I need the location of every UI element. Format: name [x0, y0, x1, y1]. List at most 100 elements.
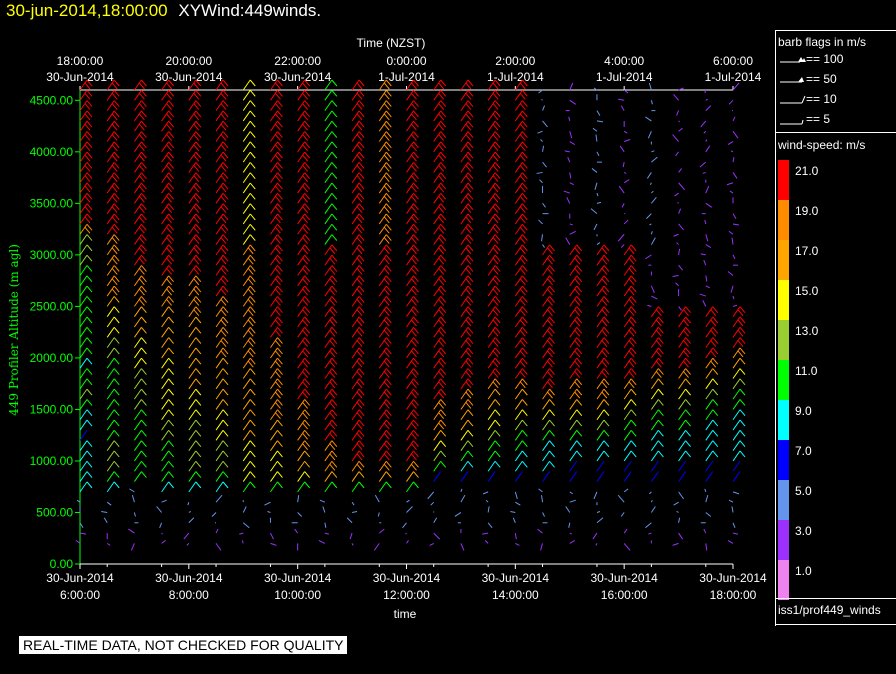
barb-shaft	[514, 110, 523, 122]
wind-barb	[433, 409, 447, 421]
barb-shaft	[406, 430, 414, 441]
barb-shaft	[514, 172, 523, 184]
barb-shaft	[79, 234, 88, 245]
barb-feather	[168, 89, 175, 97]
wind-barb	[731, 506, 734, 513]
wind-barb	[297, 110, 311, 122]
barb-shaft	[596, 192, 599, 197]
barb-feather	[195, 151, 202, 159]
barb-feather	[465, 185, 472, 193]
barb-shaft	[378, 419, 387, 431]
barb-feather	[521, 337, 528, 344]
wind-barb	[106, 542, 111, 546]
barb-feather	[358, 481, 365, 489]
barb-feather	[356, 216, 363, 224]
barb-shaft	[297, 316, 306, 328]
barb-shaft	[596, 357, 605, 369]
barb-feather	[304, 326, 311, 334]
barb-feather	[277, 326, 283, 334]
wind-barb	[188, 378, 202, 390]
legend-divider	[775, 30, 896, 31]
wind-barb	[596, 357, 610, 369]
barb-shaft	[673, 501, 679, 506]
wind-barb	[270, 409, 283, 421]
barb-feather	[712, 316, 719, 324]
barb-shaft	[134, 275, 142, 287]
barb-feather	[413, 347, 419, 355]
barb-feather	[277, 399, 283, 406]
barb-feather	[465, 340, 472, 347]
wind-barb	[351, 254, 365, 266]
barb-feather	[84, 154, 91, 162]
barb-feather	[195, 440, 202, 447]
barb-shaft	[460, 327, 469, 338]
barb-shaft	[79, 162, 88, 173]
barb-feather	[657, 419, 664, 427]
wind-barb	[650, 430, 664, 441]
barb-shaft	[460, 440, 469, 451]
wind-barb	[514, 306, 528, 317]
barb-feather	[111, 206, 118, 213]
barb-feather	[220, 92, 227, 100]
barb-shaft	[705, 98, 709, 101]
barb-shaft	[487, 506, 490, 513]
wind-barb	[106, 296, 120, 307]
barb-feather	[657, 440, 664, 447]
barb-feather	[411, 443, 417, 450]
wind-barb	[596, 471, 605, 482]
wind-barb	[351, 430, 365, 441]
barb-shaft	[542, 316, 550, 328]
barb-feather	[166, 134, 173, 141]
barb-shaft	[704, 488, 707, 493]
wind-barb	[161, 182, 175, 194]
wind-barb	[270, 223, 283, 235]
barb-feather	[413, 378, 419, 386]
wind-barb	[700, 253, 706, 256]
wind-barb	[678, 306, 682, 311]
wind-barb	[351, 450, 365, 462]
barb-shaft	[433, 450, 442, 462]
barb-feather	[331, 471, 338, 478]
wind-barb	[270, 213, 283, 225]
barb-shaft	[406, 388, 414, 400]
barb-shaft	[378, 193, 387, 204]
wind-barb	[569, 368, 583, 379]
wind-barb	[727, 271, 734, 276]
wind-barb	[242, 316, 256, 328]
barb-feather	[385, 409, 392, 417]
wind-barb	[79, 100, 93, 111]
wind-barb	[215, 460, 229, 472]
barb-feather	[141, 275, 147, 283]
barb-shaft	[705, 244, 712, 248]
barb-feather	[139, 175, 145, 183]
barb-shaft	[514, 254, 523, 266]
barb-shaft	[161, 481, 170, 493]
barb-feather	[331, 430, 338, 437]
barb-shaft	[351, 120, 360, 132]
wind-barb	[378, 79, 392, 91]
barb-feather	[277, 141, 283, 149]
barb-feather	[304, 316, 311, 324]
barb-feather	[576, 326, 583, 334]
barb-shaft	[215, 471, 224, 482]
barb-shaft	[297, 141, 306, 153]
barb-shaft	[487, 357, 496, 369]
barb-feather	[440, 151, 447, 159]
barb-shaft	[542, 378, 550, 390]
barb-shaft	[591, 168, 598, 173]
barb-feather	[358, 120, 365, 128]
barb-feather	[358, 89, 365, 97]
barb-feather	[494, 110, 501, 118]
wind-barb	[460, 244, 474, 256]
wind-barb	[324, 244, 338, 256]
barb-feather	[111, 92, 118, 100]
barb-shaft	[188, 399, 197, 410]
barb-feather	[465, 165, 472, 172]
barb-shaft	[678, 532, 683, 540]
barb-shaft	[242, 357, 251, 369]
barb-feather	[249, 203, 256, 210]
barb-shaft	[106, 110, 115, 122]
barb-feather	[193, 216, 200, 224]
barb-shaft	[650, 471, 659, 482]
wind-barb	[134, 234, 147, 245]
